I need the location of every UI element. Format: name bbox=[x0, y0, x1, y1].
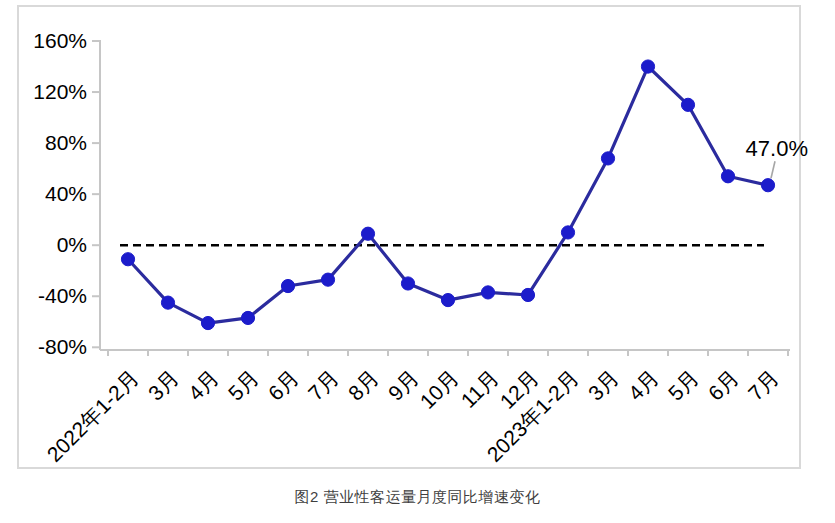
x-tick-label: 6月 bbox=[263, 366, 302, 405]
annotation-text: 47.0% bbox=[746, 136, 808, 161]
data-point bbox=[521, 288, 534, 301]
data-point bbox=[241, 311, 254, 324]
y-tick-label: -80% bbox=[38, 335, 87, 358]
data-point bbox=[201, 316, 214, 329]
x-tick-label: 5月 bbox=[663, 366, 702, 405]
x-tick-label: 4月 bbox=[183, 366, 222, 405]
x-tick-label: 7月 bbox=[303, 366, 342, 405]
y-tick-label: 0% bbox=[57, 233, 87, 256]
y-axis-labels: 160% 120% 80% 40% 0% -40% -80% bbox=[33, 29, 100, 358]
x-tick-label: 11月 bbox=[456, 366, 503, 413]
data-point bbox=[401, 277, 414, 290]
data-point bbox=[761, 179, 774, 192]
data-point bbox=[561, 226, 574, 239]
data-point bbox=[441, 293, 454, 306]
y-tick-label: 120% bbox=[33, 80, 87, 103]
data-point bbox=[601, 152, 614, 165]
x-tick-label: 7月 bbox=[743, 366, 782, 405]
x-tick-label: 6月 bbox=[703, 366, 742, 405]
y-tick-label: 80% bbox=[45, 131, 87, 154]
data-label-annotation: 47.0% bbox=[746, 136, 808, 178]
data-point bbox=[321, 273, 334, 286]
data-point bbox=[481, 286, 494, 299]
line-chart: 160%120%80%40%0%-40%-80%2022年1-2月3月4月5月6… bbox=[0, 0, 835, 523]
x-axis-labels: 2022年1-2月3月4月5月6月7月8月9月10月11月12月2023年1-2… bbox=[42, 366, 782, 466]
data-points bbox=[121, 60, 774, 330]
data-point bbox=[121, 253, 134, 266]
x-tick-label: 10月 bbox=[415, 366, 463, 414]
x-tick-label: 2022年1-2月 bbox=[42, 366, 142, 466]
x-tick-label: 5月 bbox=[223, 366, 262, 405]
series-line bbox=[128, 67, 768, 324]
x-tick-label: 4月 bbox=[623, 366, 662, 405]
data-point bbox=[161, 296, 174, 309]
y-tick-label: 40% bbox=[45, 182, 87, 205]
data-point bbox=[681, 98, 694, 111]
chart-caption: 图2 营业性客运量月度同比增速变化 bbox=[0, 488, 835, 507]
data-point bbox=[281, 279, 294, 292]
data-point bbox=[641, 60, 654, 73]
y-tick-label: -40% bbox=[38, 284, 87, 307]
y-tick-label: 160% bbox=[33, 29, 87, 52]
x-tick-label: 3月 bbox=[143, 366, 182, 405]
x-tick-label: 3月 bbox=[583, 366, 622, 405]
annotation-leader-line bbox=[771, 161, 775, 178]
data-point bbox=[361, 227, 374, 240]
x-tick-label: 8月 bbox=[343, 366, 382, 405]
data-point bbox=[721, 170, 734, 183]
